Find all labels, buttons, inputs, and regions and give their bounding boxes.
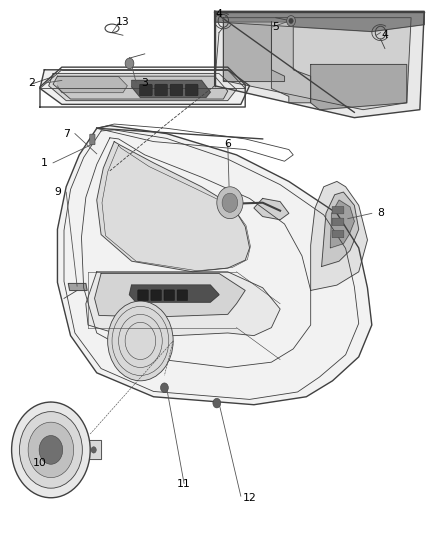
Circle shape [108,301,173,381]
FancyBboxPatch shape [140,84,152,96]
Text: 4: 4 [381,30,389,41]
Circle shape [222,193,238,212]
Circle shape [160,383,168,392]
FancyBboxPatch shape [332,206,344,214]
Polygon shape [57,77,127,93]
Polygon shape [53,76,228,99]
FancyBboxPatch shape [332,218,344,225]
Text: 3: 3 [141,78,148,88]
FancyBboxPatch shape [332,230,344,238]
Polygon shape [215,11,424,118]
Polygon shape [311,181,367,290]
Polygon shape [223,18,411,110]
FancyBboxPatch shape [90,134,95,145]
Circle shape [28,422,74,478]
FancyBboxPatch shape [138,290,148,301]
Circle shape [12,402,90,498]
Text: 5: 5 [272,22,279,33]
Polygon shape [311,64,407,110]
Polygon shape [272,22,311,103]
Text: 7: 7 [63,128,70,139]
Polygon shape [77,440,101,459]
Polygon shape [321,192,359,266]
Text: 11: 11 [177,480,191,489]
Circle shape [39,435,63,464]
FancyBboxPatch shape [155,84,167,96]
Text: 6: 6 [224,139,231,149]
Polygon shape [40,70,250,104]
Circle shape [289,18,293,23]
Text: 4: 4 [215,9,223,19]
Circle shape [287,15,295,26]
Polygon shape [57,126,372,405]
FancyBboxPatch shape [170,84,183,96]
FancyBboxPatch shape [164,290,174,301]
Polygon shape [132,80,210,98]
Text: 12: 12 [243,492,256,503]
Polygon shape [49,74,237,101]
Text: 13: 13 [116,17,130,27]
Circle shape [19,411,82,488]
Polygon shape [330,200,354,248]
Text: 1: 1 [41,158,48,168]
Polygon shape [215,12,424,31]
Polygon shape [95,273,245,317]
Polygon shape [68,284,87,290]
Text: 9: 9 [54,187,61,197]
FancyBboxPatch shape [151,290,161,301]
FancyBboxPatch shape [185,84,198,96]
Polygon shape [86,272,280,336]
Polygon shape [130,285,219,302]
Polygon shape [254,198,289,220]
Polygon shape [223,22,285,82]
Circle shape [91,447,96,453]
Text: 8: 8 [377,208,384,219]
Circle shape [217,187,243,219]
Circle shape [125,58,134,69]
Circle shape [213,398,221,408]
Text: 2: 2 [28,78,35,88]
FancyBboxPatch shape [177,290,187,301]
Text: 10: 10 [33,458,47,468]
Polygon shape [97,142,250,272]
